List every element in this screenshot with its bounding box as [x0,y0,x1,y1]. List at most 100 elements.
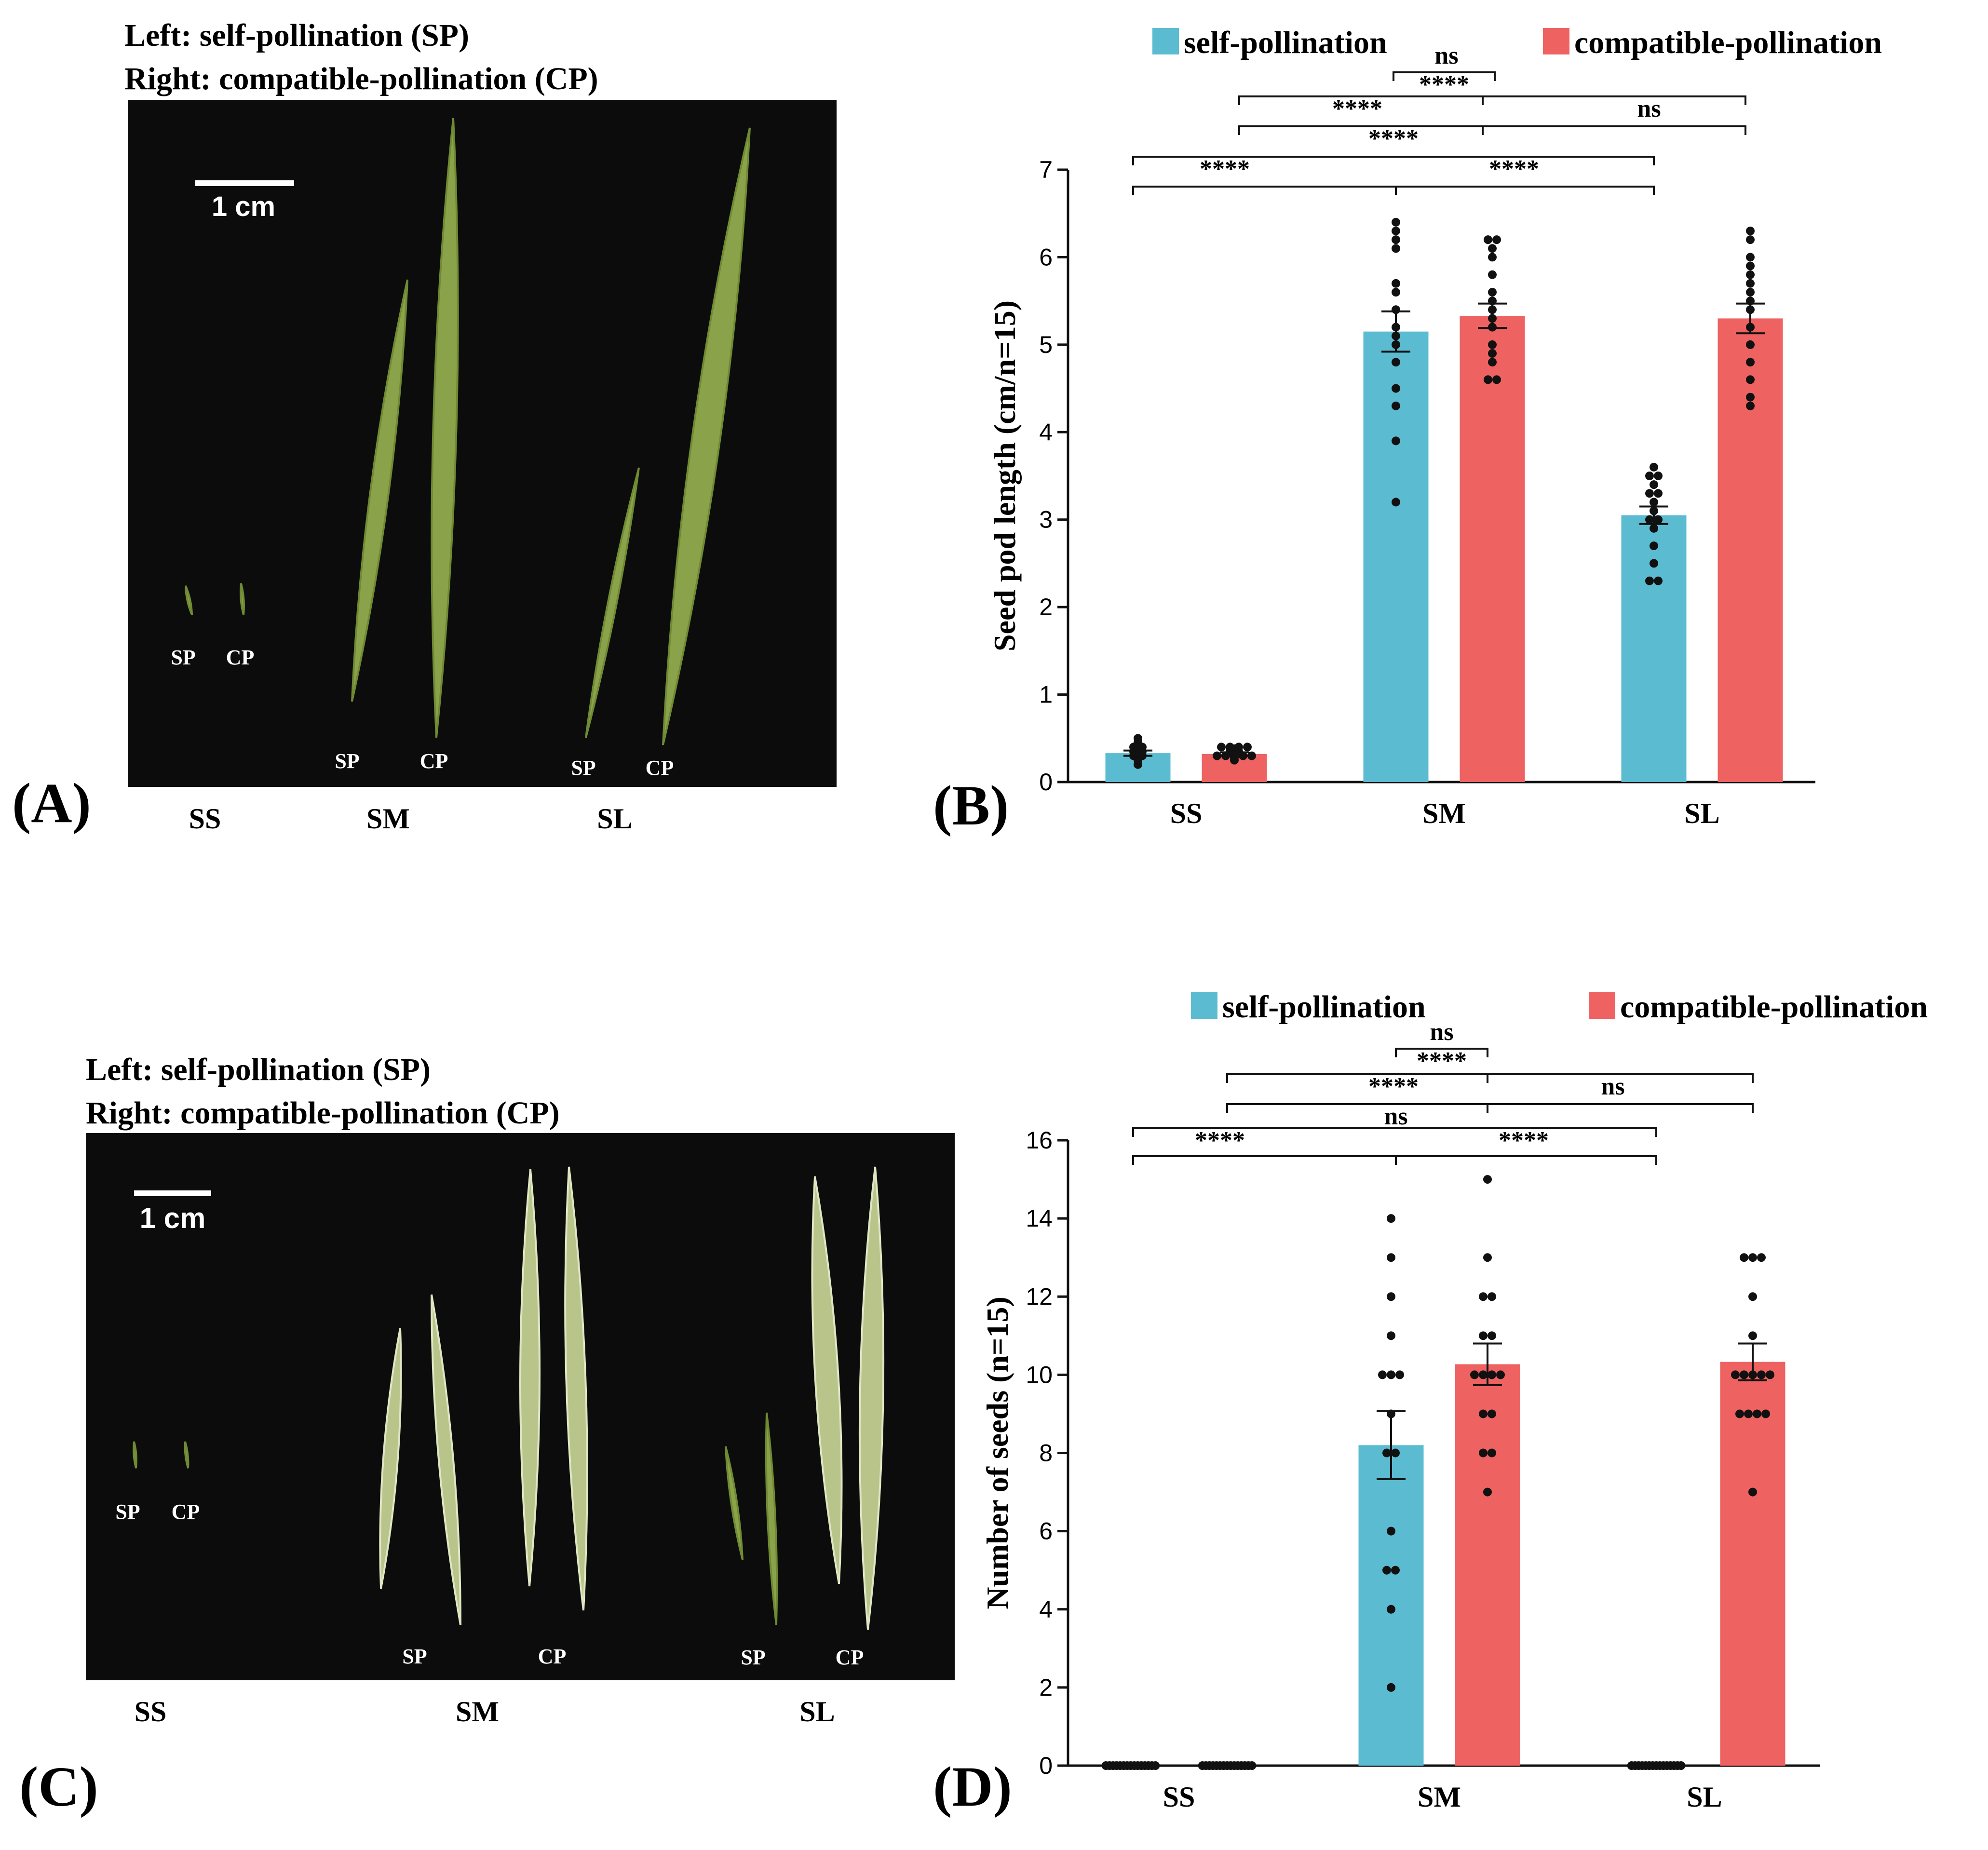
data-point [1761,1409,1770,1418]
data-point [1387,1683,1395,1692]
data-point [1484,375,1492,384]
data-point [1746,288,1755,297]
panel-c-pods [133,1166,885,1630]
pod-label-c-sm-cp: CP [538,1645,567,1668]
data-point [1650,541,1658,551]
data-point [1392,217,1400,227]
pod-label-a-ss-cp: CP [226,646,255,669]
y-tick-label: 3 [1039,506,1053,533]
x-tick-label: SM [1422,797,1466,829]
data-point [1654,515,1663,524]
data-point [1766,1370,1774,1379]
significance-bracket [1226,1103,1754,1113]
data-point [1746,401,1755,410]
significance-label: ns [1434,42,1458,69]
data-point [1234,743,1243,752]
data-point [1645,515,1654,524]
data-point [1217,743,1226,752]
data-point [1492,235,1501,244]
legend-label-0: self-pollination [1184,25,1387,60]
y-tick-label: 16 [1026,1127,1053,1154]
significance-label: **** [1332,95,1382,122]
data-point [1392,436,1400,446]
data-point [1748,1292,1757,1301]
data-point [1488,270,1497,279]
legend-swatch-0 [1191,992,1217,1019]
y-tick-label: 5 [1039,331,1053,358]
panel-c-caption-line1: Left: self-pollination (SP) [86,1052,431,1087]
data-point [1677,1761,1686,1770]
pod-c-sl-sp-2 [765,1412,778,1625]
data-point [1392,340,1400,349]
data-point [1488,244,1497,253]
data-point [1382,1448,1391,1458]
pod-c-sl-sp-1 [725,1446,744,1560]
pod-label-a-sm-cp: CP [420,749,448,773]
significance-bracket [1132,186,1655,195]
significance-label: **** [1417,1047,1467,1075]
y-axis-label: Number of seeds (n=15) [980,1296,1014,1609]
pod-label-c-sm-sp: SP [402,1645,427,1668]
data-point [1483,1175,1492,1184]
panel-a: Left: self-pollination (SP) Right: compa… [12,18,837,835]
significance-label: **** [1368,1073,1419,1100]
pod-label-c-sl-sp: SP [741,1646,765,1669]
data-point [1483,1253,1492,1262]
data-point [1488,1292,1496,1301]
data-point [1757,1370,1766,1379]
significance-bracket [1393,71,1496,81]
y-tick-label: 2 [1039,594,1053,621]
data-point [1226,743,1234,752]
data-point [1748,1331,1757,1340]
significance-bracket [1132,1127,1657,1137]
data-point [1488,1370,1496,1379]
data-point [1484,235,1492,244]
pod-c-ss-cp [184,1441,189,1469]
legend-swatch-1 [1543,28,1569,54]
panel-a-letter: (A) [12,771,91,835]
significance-label: **** [1419,71,1469,98]
pod-a-ss-sp [185,585,193,615]
data-point [1650,498,1658,507]
significance-label: **** [1368,125,1419,152]
data-point [1247,1761,1257,1770]
data-point [1735,1409,1744,1418]
data-point [1479,1448,1488,1458]
data-point [1746,358,1755,367]
data-point [1645,472,1654,480]
data-point [1382,1566,1391,1575]
pod-c-ss-sp [133,1441,137,1469]
significance-bracket [1132,156,1655,165]
data-point [1387,1370,1395,1379]
bar-SL-1 [1720,1362,1785,1766]
data-point [1650,462,1658,472]
x-tick-label: SS [1170,797,1203,829]
significance-label: ns [1384,1103,1407,1130]
panel-c-letter: (C) [19,1755,98,1818]
y-tick-label: 0 [1039,769,1053,796]
data-point [1488,340,1497,349]
y-axis-label: Seed pod length (cm/n=15) [987,300,1022,651]
x-tick-label: SL [1684,797,1719,829]
data-point [1746,323,1755,332]
panel-a-caption-line1: Left: self-pollination (SP) [124,18,469,53]
data-point [1479,1370,1488,1379]
significance-label: ns [1430,1018,1453,1046]
y-tick-label: 2 [1039,1674,1053,1701]
data-point [1247,751,1256,760]
data-point [1757,1253,1766,1262]
panel-b-chart: 0 1 2 3 4 5 6 7 Seed pod length (cm/n=15) SS SM SL s… [987,25,1882,829]
data-point [1650,559,1658,568]
data-point [1134,734,1142,743]
data-point [1387,1214,1395,1223]
data-point [1392,384,1400,393]
data-point [1392,498,1400,507]
data-point [1488,288,1497,297]
data-point [1496,1370,1505,1379]
data-point [1488,323,1497,332]
data-point [1740,1370,1748,1379]
y-tick-label: 4 [1039,1596,1053,1623]
group-label-c-ss: SS [135,1696,167,1728]
y-tick-label: 8 [1039,1440,1053,1467]
